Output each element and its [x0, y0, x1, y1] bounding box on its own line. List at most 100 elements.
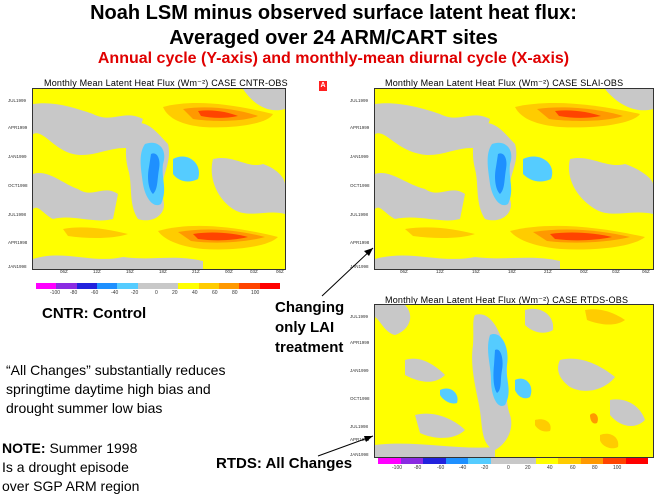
colorbar-swatch: [603, 458, 626, 464]
panel-slai-plot: [374, 88, 654, 270]
colorbar-label: -40: [111, 290, 119, 296]
colorbar-label: -40: [459, 465, 467, 471]
y-tick: APR1999: [350, 340, 370, 345]
main-title-line1: Noah LSM minus observed surface latent h…: [90, 2, 577, 24]
y-tick: JAN1999: [8, 154, 27, 159]
x-tick: 03Z: [612, 269, 620, 274]
colorbar-label: 100: [613, 465, 622, 471]
colorbar-label: 40: [547, 465, 553, 471]
main-title-line2: Averaged over 24 ARM/CART sites: [169, 27, 498, 49]
colorbar-label: -80: [70, 290, 78, 296]
colorbar-cntr: [36, 283, 280, 289]
colorbar-swatch: [513, 458, 536, 464]
colorbar-swatch: [259, 283, 280, 289]
colorbar-label: -100: [50, 290, 61, 296]
y-tick: OCT1998: [350, 396, 370, 401]
x-tick: 12Z: [436, 269, 444, 274]
y-tick: JAN1998: [8, 264, 27, 269]
x-tick: 18Z: [159, 269, 167, 274]
colorbar-swatch: [580, 458, 603, 464]
x-tick: 15Z: [126, 269, 134, 274]
y-tick: JUL1999: [350, 98, 369, 103]
arrow-rtds: [317, 435, 374, 457]
colorbar-swatch: [36, 283, 57, 289]
y-tick: JUL1998: [350, 212, 369, 217]
panel-rtds-plot: [374, 304, 654, 458]
y-tick: APR1998: [8, 240, 28, 245]
colorbar-label: 20: [525, 465, 531, 471]
colorbar-swatch: [96, 283, 118, 289]
lai-label-line1: Changing: [275, 299, 345, 316]
colorbar-label: -20: [131, 290, 139, 296]
panel-cntr-plot: [32, 88, 286, 270]
y-tick: JUL1998: [8, 212, 27, 217]
drought-note-line1: NOTE: Summer 1998: [2, 440, 137, 457]
x-tick: 06Z: [276, 269, 284, 274]
x-tick: 03Z: [250, 269, 258, 274]
arrow-lai-head: [364, 248, 373, 256]
y-tick: OCT1998: [350, 183, 370, 188]
x-tick: 00Z: [580, 269, 588, 274]
x-tick: 15Z: [472, 269, 480, 274]
note-line2: springtime daytime high bias and: [6, 381, 211, 397]
colorbar-swatch: [378, 458, 401, 464]
colorbar-swatch: [445, 458, 468, 464]
y-tick: JAN1999: [350, 368, 369, 373]
drought-note-line2: Is a drought episode: [2, 459, 129, 475]
colorbar-label: 80: [232, 290, 238, 296]
panel-slai-title: Monthly Mean Latent Heat Flux (Wm⁻²) CAS…: [385, 78, 624, 88]
arrow-rtds-head: [364, 436, 373, 442]
colorbar-label: 60: [212, 290, 218, 296]
colorbar-label: 40: [192, 290, 198, 296]
lai-label-line2: only LAI: [275, 319, 335, 336]
colorbar-swatch: [490, 458, 513, 464]
rtds-label: RTDS: All Changes: [216, 455, 353, 472]
colorbar-swatch: [625, 458, 648, 464]
colorbar-swatch: [239, 283, 260, 289]
y-tick: JAN1998: [350, 264, 369, 269]
colorbar-label: -100: [392, 465, 403, 471]
colorbar-label: -20: [481, 465, 489, 471]
x-tick: 00Z: [225, 269, 233, 274]
x-tick: 18Z: [508, 269, 516, 274]
colorbar-swatch: [117, 283, 138, 289]
colorbar-swatch: [56, 283, 77, 289]
y-tick: APR1998: [350, 437, 370, 442]
drought-note-line3: over SGP ARM region: [2, 478, 140, 494]
x-tick: 21Z: [544, 269, 552, 274]
colorbar-label: 20: [172, 290, 178, 296]
cntr-label: CNTR: Control: [42, 305, 147, 322]
panel-rtds-title: Monthly Mean Latent Heat Flux (Wm⁻²) CAS…: [385, 295, 629, 305]
y-tick: JAN1998: [350, 452, 369, 457]
colorbar-label: -60: [91, 290, 99, 296]
colorbar-swatch: [178, 283, 199, 289]
colorbar-label: -60: [437, 465, 445, 471]
colorbar-label: 0: [155, 290, 158, 296]
arrow-lai: [321, 247, 374, 297]
colorbar-swatch: [468, 458, 491, 464]
y-tick: JAN1999: [350, 154, 369, 159]
y-tick: OCT1998: [8, 183, 28, 188]
colorbar-swatch: [137, 283, 158, 289]
note-prefix: NOTE:: [2, 440, 46, 456]
note-rest: Summer 1998: [45, 440, 138, 456]
colorbar-swatch: [218, 283, 240, 289]
y-tick: JUL1998: [350, 424, 369, 429]
lai-label-line3: treatment: [275, 339, 344, 356]
colorbar-label: -80: [414, 465, 422, 471]
subtitle: Annual cycle (Y-axis) and monthly-mean d…: [97, 50, 570, 67]
colorbar-swatch: [400, 458, 423, 464]
y-tick: JUL1999: [350, 314, 369, 319]
colorbar-label: 100: [251, 290, 260, 296]
x-tick: 21Z: [192, 269, 200, 274]
marker-icon: A: [319, 81, 327, 91]
y-tick: APR1999: [8, 125, 28, 130]
panel-cntr-title: Monthly Mean Latent Heat Flux (Wm⁻²) CAS…: [44, 78, 288, 88]
colorbar-label: 60: [570, 465, 576, 471]
colorbar-swatch: [198, 283, 219, 289]
colorbar-swatch: [423, 458, 446, 464]
note-line1: “All Changes” substantially reduces: [6, 362, 226, 378]
colorbar-swatch: [558, 458, 581, 464]
colorbar-swatch: [157, 283, 179, 289]
